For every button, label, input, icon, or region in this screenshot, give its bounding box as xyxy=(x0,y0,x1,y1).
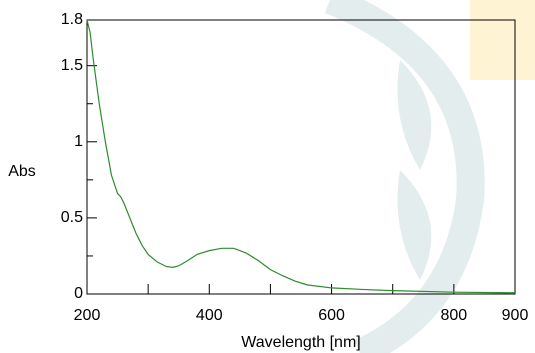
y-tick-label: 1 xyxy=(74,133,83,150)
x-tick-label: 200 xyxy=(74,307,101,324)
plot-frame xyxy=(86,19,516,295)
x-tick-label: 900 xyxy=(502,307,529,324)
watermark xyxy=(324,0,485,353)
y-tick-label: 1.8 xyxy=(61,11,83,28)
x-axis-label: Wavelength [nm] xyxy=(241,334,360,351)
y-tick-label: 0 xyxy=(74,285,83,302)
spectrum-line xyxy=(86,19,516,294)
y-tick-label: 1.5 xyxy=(61,57,83,74)
x-tick-label: 800 xyxy=(441,307,468,324)
x-tick-label: 400 xyxy=(196,307,223,324)
y-axis-label: Abs xyxy=(8,163,36,180)
x-tick-label: 600 xyxy=(318,307,345,324)
y-tick-label: 0.5 xyxy=(61,209,83,226)
watermark-accent xyxy=(470,0,535,80)
